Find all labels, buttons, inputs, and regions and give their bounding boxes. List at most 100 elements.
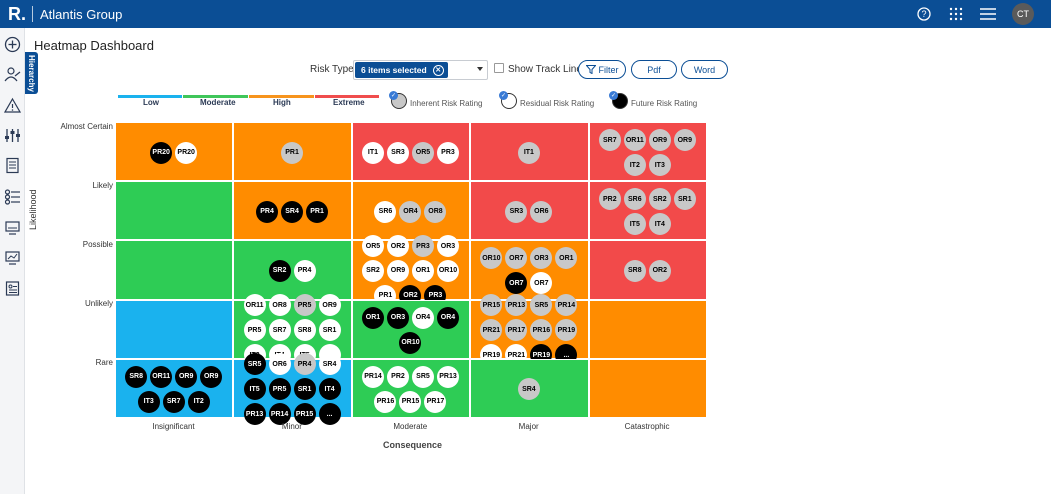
risk-bubble[interactable]: OR2 (386, 235, 409, 257)
risk-bubble[interactable]: PR4 (293, 353, 316, 376)
risk-bubble[interactable]: OR7 (505, 247, 528, 270)
risk-bubble[interactable]: PR21 (480, 319, 503, 342)
heatmap-cell[interactable]: PR1 (233, 122, 352, 182)
heatmap-cell[interactable]: OR1 OR3 OR4 OR4 OR10 (351, 299, 471, 359)
risk-bubble[interactable]: PR14 (555, 294, 578, 317)
heatmap-cell[interactable] (115, 240, 234, 300)
help-icon[interactable]: ? (916, 6, 932, 22)
risk-bubble[interactable]: SR7 (598, 129, 621, 152)
risk-bubble[interactable]: PR4 (256, 200, 279, 223)
add-circle-icon[interactable] (4, 36, 21, 53)
heatmap-cell[interactable]: SR5 OR6 PR4 SR4 IT5 PR5 SR1 IT4 PR13 PR14 PR15... (233, 353, 352, 426)
risk-bubble[interactable]: OR4 (399, 200, 422, 223)
risk-bubble[interactable]: OR10 (436, 259, 459, 282)
heatmap-cell[interactable] (588, 358, 707, 418)
chart-monitor-icon[interactable] (4, 249, 21, 266)
risk-bubble[interactable]: SR8 (623, 259, 646, 282)
risk-bubble[interactable]: PR1 (306, 200, 329, 223)
risk-bubble[interactable]: SR5 (530, 294, 553, 317)
risk-bubble[interactable]: SR6 (374, 200, 397, 223)
risk-bubble[interactable]: OR4 (436, 306, 459, 329)
future-rating-label[interactable]: Future Risk Rating (631, 99, 698, 108)
risk-bubble[interactable]: SR7 (162, 390, 185, 413)
app-logo[interactable]: R. (0, 5, 33, 23)
risk-bubble[interactable]: IT3 (648, 154, 671, 177)
risk-bubble[interactable]: OR11 (243, 294, 266, 317)
risk-bubble[interactable]: SR2 (361, 259, 384, 282)
heatmap-cell[interactable]: OR5 OR2 PR3 OR3 SR2 OR9 OR1 OR10 PR1 OR2 PR3 (351, 235, 471, 307)
heatmap-cell[interactable]: SR8 OR2 (588, 240, 707, 300)
risk-bubble[interactable]: PR17 (424, 390, 447, 413)
menu-icon[interactable] (980, 6, 996, 22)
heatmap-cell[interactable]: PR20 PR20 (115, 122, 234, 182)
risk-bubble[interactable]: PR2 (386, 365, 409, 388)
risk-bubble[interactable]: SR5 (243, 353, 266, 376)
heatmap-cell[interactable]: OR10 OR7 OR3 OR1 OR7 OR7 (470, 240, 589, 300)
document-icon[interactable] (4, 157, 21, 174)
risk-bubble[interactable]: OR8 (268, 294, 291, 317)
risk-bubble[interactable]: IT2 (187, 390, 210, 413)
users-icon[interactable] (4, 66, 21, 83)
heatmap-cell[interactable] (115, 181, 234, 241)
risk-bubble[interactable]: OR11 (623, 129, 646, 152)
clear-selection-icon[interactable]: ✕ (432, 64, 444, 76)
heatmap-cell[interactable]: PR2 SR6 SR2 SR1 IT5 IT4 (588, 181, 707, 241)
risk-bubble[interactable]: PR5 (268, 378, 291, 401)
risk-bubble[interactable]: IT1 (517, 141, 540, 164)
risk-bubble[interactable]: OR9 (175, 365, 198, 388)
risk-bubble[interactable]: OR11 (150, 365, 173, 388)
risk-bubble[interactable]: SR8 (293, 319, 316, 342)
risk-bubble[interactable]: IT5 (623, 213, 646, 236)
risk-bubble[interactable]: ... (318, 403, 341, 426)
risk-bubble[interactable]: OR8 (424, 200, 447, 223)
inherent-rating-label[interactable]: Inherent Risk Rating (410, 99, 483, 108)
risk-bubble[interactable]: IT1 (361, 141, 384, 164)
risk-bubble[interactable]: SR1 (293, 378, 316, 401)
risk-bubble[interactable]: PR2 (598, 188, 621, 211)
risk-bubble[interactable]: IT2 (623, 154, 646, 177)
risk-bubble[interactable]: PR3 (436, 141, 459, 164)
risk-bubble[interactable]: OR6 (530, 200, 553, 223)
heatmap-cell[interactable]: SR6 OR4 OR8 (351, 181, 471, 241)
risk-bubble[interactable]: OR9 (318, 294, 341, 317)
heatmap-cell[interactable]: SR7 OR11 OR9 OR9 IT2 IT3 (588, 122, 707, 182)
heatmap-cell[interactable]: SR2 PR4 (233, 240, 352, 300)
risk-bubble[interactable]: OR10 (399, 331, 422, 354)
filter-button[interactable]: Filter (578, 60, 626, 79)
risk-bubble[interactable]: IT5 (243, 378, 266, 401)
risk-bubble[interactable]: PR16 (374, 390, 397, 413)
heatmap-cell[interactable]: SR8 OR11 OR9 OR9 IT3 SR7 IT2 (115, 358, 234, 418)
monitor-icon[interactable] (4, 219, 21, 236)
risk-bubble[interactable]: OR1 (555, 247, 578, 270)
track-lines-label[interactable]: Show Track Lines (508, 64, 587, 75)
risk-bubble[interactable]: SR1 (673, 188, 696, 211)
apps-grid-icon[interactable] (948, 6, 964, 22)
heatmap-cell[interactable]: SR3 OR6 (470, 181, 589, 241)
risk-bubble[interactable]: OR4 (411, 306, 434, 329)
risk-bubble[interactable]: SR4 (281, 200, 304, 223)
heatmap-cell[interactable] (588, 299, 707, 359)
risk-bubble[interactable]: OR5 (411, 141, 434, 164)
report-icon[interactable] (4, 280, 21, 297)
risk-bubble[interactable]: PR15 (293, 403, 316, 426)
risk-bubble[interactable]: SR6 (623, 188, 646, 211)
risk-bubble[interactable]: OR3 (386, 306, 409, 329)
risk-bubble[interactable]: OR9 (200, 365, 223, 388)
risk-bubble[interactable]: PR17 (505, 319, 528, 342)
risk-bubble[interactable]: SR7 (268, 319, 291, 342)
risk-bubble[interactable]: PR14 (268, 403, 291, 426)
heatmap-cell[interactable] (115, 299, 234, 359)
heatmap-cell[interactable]: IT1 (470, 122, 589, 182)
heatmap-cell[interactable]: PR15 PR13 SR5 PR14 PR21 PR17 PR16 PR19 PR19 PR21 P… (470, 294, 589, 367)
risk-bubble[interactable]: PR15 (480, 294, 503, 317)
risk-bubble[interactable]: SR4 (318, 353, 341, 376)
risk-bubble[interactable]: IT3 (137, 390, 160, 413)
risk-bubble[interactable]: SR2 (268, 259, 291, 282)
risk-bubble[interactable]: OR1 (361, 306, 384, 329)
heatmap-cell[interactable]: IT1 SR3 OR5 PR3 (351, 122, 471, 182)
risk-bubble[interactable]: OR6 (268, 353, 291, 376)
risk-bubble[interactable]: PR15 (399, 390, 422, 413)
risk-bubble[interactable]: OR3 (530, 247, 553, 270)
risk-bubble[interactable]: SR4 (517, 378, 540, 401)
risk-bubble[interactable]: OR9 (673, 129, 696, 152)
